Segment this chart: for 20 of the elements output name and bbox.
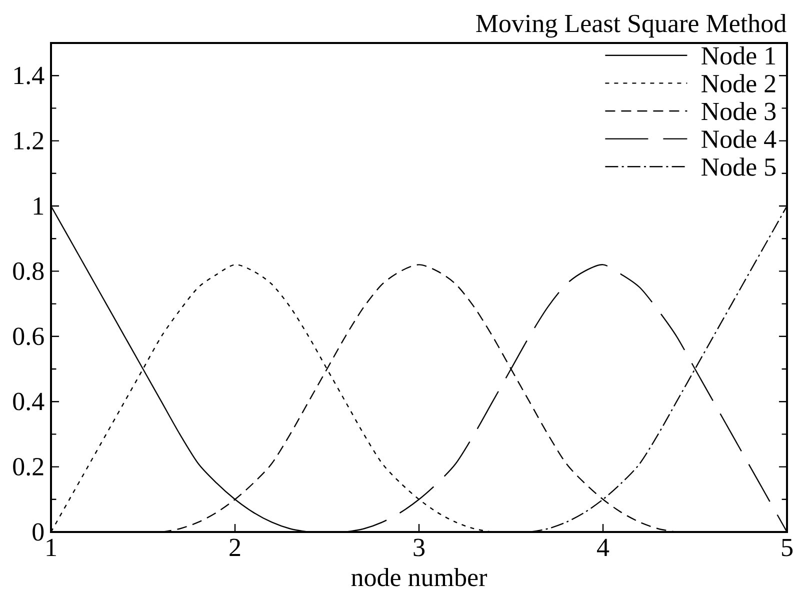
legend-label: Node 4 xyxy=(702,130,776,148)
y-tick-label: 0.6 xyxy=(13,328,44,346)
x-tick-label: 4 xyxy=(597,538,610,556)
x-tick-label: 5 xyxy=(782,538,793,556)
y-tick-label: 0.8 xyxy=(13,262,44,280)
legend-label: Node 2 xyxy=(702,74,776,92)
legend-label: Node 3 xyxy=(702,102,776,120)
y-tick-label: 1.4 xyxy=(14,66,44,84)
y-tick-label: 1 xyxy=(34,197,44,215)
chart-title: Moving Least Square Method xyxy=(476,14,786,38)
x-tick-label: 3 xyxy=(414,538,425,556)
y-tick-label: 0.2 xyxy=(13,458,44,476)
x-axis-title: node number xyxy=(351,568,488,586)
legend-label: Node 1 xyxy=(702,46,776,65)
x-tick-label: 2 xyxy=(230,538,240,556)
y-tick-label: 1.2 xyxy=(14,132,44,150)
x-tick-label: 1 xyxy=(46,538,56,556)
legend-label: Node 5 xyxy=(702,158,776,176)
y-tick-label: 0 xyxy=(32,523,44,541)
y-tick-label: 0.4 xyxy=(13,392,44,410)
